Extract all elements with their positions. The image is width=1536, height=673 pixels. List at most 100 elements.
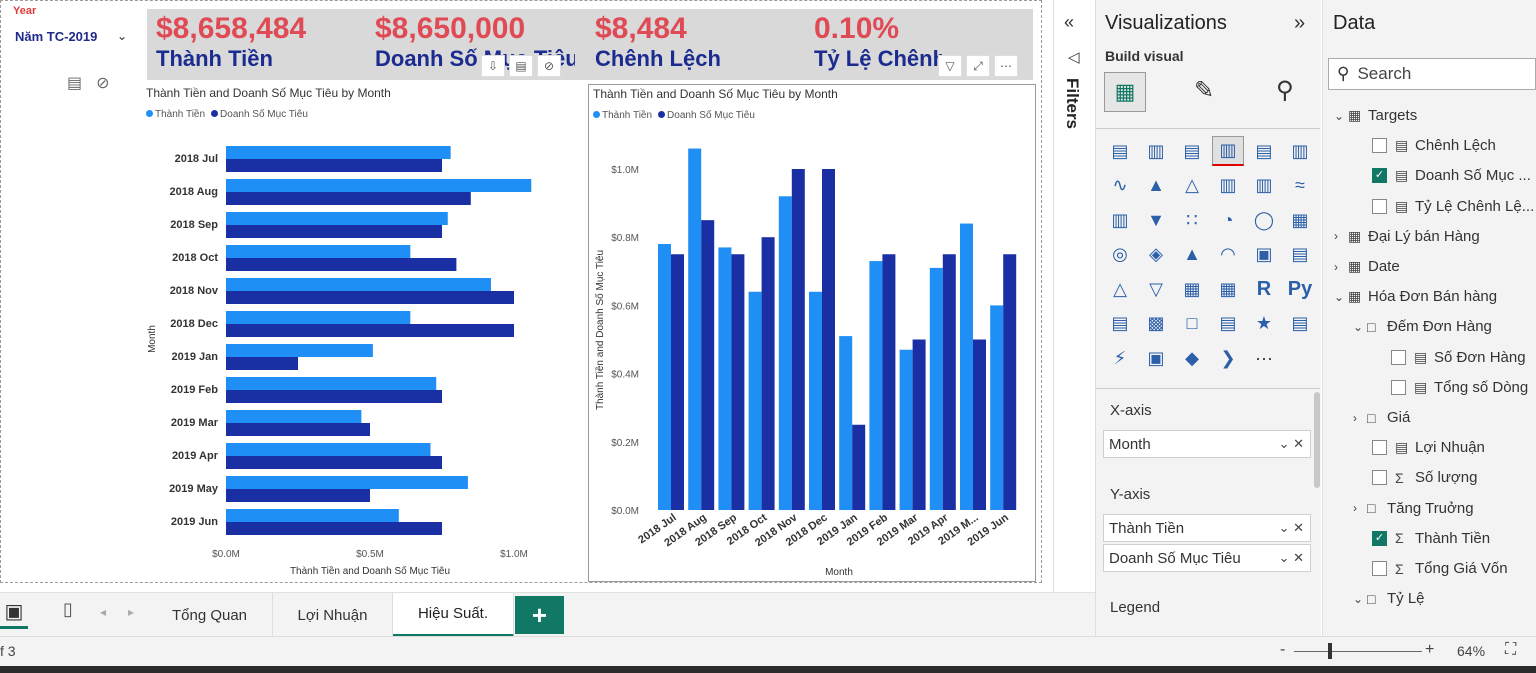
kpi-thanh-tien[interactable]: $8,658,484 Thành Tiền xyxy=(156,12,306,72)
field-controls-icon[interactable]: ⌄ ✕ xyxy=(1278,436,1304,451)
r-visual-icon[interactable]: R xyxy=(1256,277,1272,300)
column-doanh-so[interactable] xyxy=(671,254,684,510)
bar-doanh-so[interactable] xyxy=(226,456,442,469)
field-checkbox[interactable] xyxy=(1372,138,1387,154)
fit-to-page-icon[interactable]: ⛶ xyxy=(1505,641,1517,658)
bar-thanh-tien[interactable] xyxy=(226,377,437,390)
gauge-icon[interactable]: ◠ xyxy=(1220,244,1236,264)
python-visual-icon[interactable]: Py xyxy=(1287,277,1313,300)
bar-thanh-tien[interactable] xyxy=(226,245,411,258)
stacked-bar-icon[interactable]: ▤ xyxy=(1111,140,1129,161)
100-column-icon[interactable]: ▥ xyxy=(1291,140,1309,161)
bar-doanh-so[interactable] xyxy=(226,357,298,370)
bar-doanh-so[interactable] xyxy=(226,423,370,436)
tree-field-row[interactable]: ▤ Lợi Nhuận xyxy=(1372,439,1485,456)
field-checkbox[interactable] xyxy=(1391,379,1406,395)
stacked-area-icon[interactable]: △ xyxy=(1185,175,1199,195)
chevron-right-icon[interactable]: › xyxy=(1334,229,1338,244)
pie-chart-icon[interactable]: ◔ xyxy=(1222,209,1234,230)
tree-field-row[interactable]: Σ Số lượng xyxy=(1372,469,1477,486)
column-doanh-so[interactable] xyxy=(973,339,986,511)
filter-icon[interactable]: ▽ xyxy=(938,55,962,77)
tree-folder-row[interactable]: › □ Giá xyxy=(1353,409,1410,426)
paginated-report-icon[interactable]: ▤ xyxy=(1291,313,1309,333)
tree-table-row[interactable]: ⌄ ▦ Hóa Đơn Bán hàng xyxy=(1334,288,1497,305)
tree-table-row[interactable]: › ▦ Đại Lý bán Hàng xyxy=(1334,228,1480,245)
desktop-view-icon[interactable]: ▣ xyxy=(0,599,28,629)
bar-doanh-so[interactable] xyxy=(226,192,471,205)
column-thanh-tien[interactable] xyxy=(899,349,913,510)
tree-field-row[interactable]: ▤ Chênh Lệch xyxy=(1372,137,1496,154)
matrix-icon[interactable]: ▦ xyxy=(1219,278,1237,299)
column-thanh-tien[interactable] xyxy=(869,261,883,510)
field-checkbox[interactable] xyxy=(1372,561,1387,576)
chevron-right-icon[interactable]: › xyxy=(1353,501,1357,516)
bar-doanh-so[interactable] xyxy=(226,291,514,304)
more-visuals-icon[interactable]: ··· xyxy=(1255,347,1273,368)
bar-thanh-tien[interactable] xyxy=(226,410,362,423)
format-visual-icon[interactable]: ✎ xyxy=(1194,77,1215,104)
column-doanh-so[interactable] xyxy=(731,254,745,510)
field-checkbox[interactable]: ✓ xyxy=(1372,168,1387,184)
clustered-bar-icon[interactable]: ▤ xyxy=(1183,140,1201,161)
column-thanh-tien[interactable] xyxy=(839,336,853,510)
filters-pane-label[interactable]: Filters xyxy=(1063,78,1082,130)
bar-thanh-tien[interactable] xyxy=(226,212,448,225)
zoom-slider-thumb[interactable] xyxy=(1328,643,1332,659)
zoom-in-button[interactable]: + xyxy=(1425,641,1435,658)
column-thanh-tien[interactable] xyxy=(990,305,1004,510)
year-slicer-dropdown[interactable]: Năm TC-2019 ⌄ xyxy=(9,23,133,49)
drill-icon[interactable]: ▤ xyxy=(67,75,83,92)
bar-thanh-tien[interactable] xyxy=(226,278,491,291)
map-icon[interactable]: ◎ xyxy=(1112,244,1128,264)
field-controls-icon[interactable]: ⌄ ✕ xyxy=(1278,520,1304,535)
area-chart-icon[interactable]: ▲ xyxy=(1147,175,1165,195)
treemap-icon[interactable]: ▦ xyxy=(1291,209,1309,230)
trophy-icon[interactable]: ★ xyxy=(1255,313,1273,333)
column-doanh-so[interactable] xyxy=(912,339,926,511)
tree-field-row[interactable]: ▤ Số Đơn Hàng xyxy=(1391,349,1526,366)
no-filter-icon[interactable]: ⊘ xyxy=(537,55,561,77)
column-thanh-tien[interactable] xyxy=(748,291,762,510)
column-doanh-so[interactable] xyxy=(761,237,775,510)
column-doanh-so[interactable] xyxy=(852,424,866,510)
x-axis-field[interactable]: Month ⌄ ✕ xyxy=(1103,430,1311,458)
tree-table-row[interactable]: ⌄ ▦ Targets xyxy=(1334,107,1417,124)
tab-scroll-left-icon[interactable]: ◂ xyxy=(100,605,107,619)
kpi-ty-le[interactable]: 0.10% Tỷ Lệ Chênh Lệch xyxy=(814,12,942,72)
column-thanh-tien[interactable] xyxy=(929,267,943,510)
slicer-icon[interactable]: ▽ xyxy=(1149,278,1163,299)
multi-row-card-icon[interactable]: ▤ xyxy=(1291,244,1309,264)
collapse-left-icon[interactable]: « xyxy=(1064,12,1075,32)
donut-chart-icon[interactable]: ◯ xyxy=(1253,209,1275,230)
tree-field-row[interactable]: ▤ Tổng số Dòng xyxy=(1391,379,1528,396)
column-thanh-tien[interactable] xyxy=(809,291,822,510)
bar-thanh-tien[interactable] xyxy=(226,179,532,192)
filled-map-icon[interactable]: ◈ xyxy=(1149,244,1163,264)
table-icon[interactable]: ▦ xyxy=(1183,278,1201,299)
bar-doanh-so[interactable] xyxy=(226,324,514,337)
qa-icon[interactable]: □ xyxy=(1186,313,1198,333)
focus-mode-icon[interactable]: ⤢ xyxy=(966,55,990,77)
diamond-icon[interactable]: ◆ xyxy=(1185,347,1199,368)
key-influencers-icon[interactable]: ▤ xyxy=(1111,313,1129,333)
column-doanh-so[interactable] xyxy=(791,169,805,510)
field-checkbox[interactable] xyxy=(1391,349,1406,365)
tree-table-row[interactable]: › ▦ Date xyxy=(1334,258,1400,275)
field-checkbox[interactable]: ✓ xyxy=(1372,530,1387,546)
ribbon-chart-icon[interactable]: ≈ xyxy=(1295,175,1305,195)
chevron-down-icon[interactable]: ⌄ xyxy=(1353,591,1364,606)
chevron-right-icon[interactable]: › xyxy=(1353,410,1357,425)
bar-doanh-so[interactable] xyxy=(226,225,442,238)
narrative-icon[interactable]: ▤ xyxy=(1219,313,1237,333)
tree-folder-row[interactable]: › □ Tăng Truởng xyxy=(1353,500,1474,517)
mobile-view-icon[interactable]: ▯ xyxy=(63,599,73,619)
tree-field-row[interactable]: ▤ Tỷ Lệ Chênh Lệ... xyxy=(1372,198,1534,215)
100-bar-icon[interactable]: ▤ xyxy=(1255,140,1273,161)
clustered-column-icon[interactable]: ▥ xyxy=(1212,136,1244,166)
funnel-icon[interactable]: ▼ xyxy=(1147,209,1165,230)
tab-hieu-suat[interactable]: Hiệu Suất. xyxy=(393,593,514,637)
kpi-icon[interactable]: △ xyxy=(1113,278,1127,299)
bar-chart-icon[interactable]: ▤ xyxy=(509,55,533,77)
legend-item[interactable]: Doanh Số Mục Tiêu xyxy=(211,109,308,120)
